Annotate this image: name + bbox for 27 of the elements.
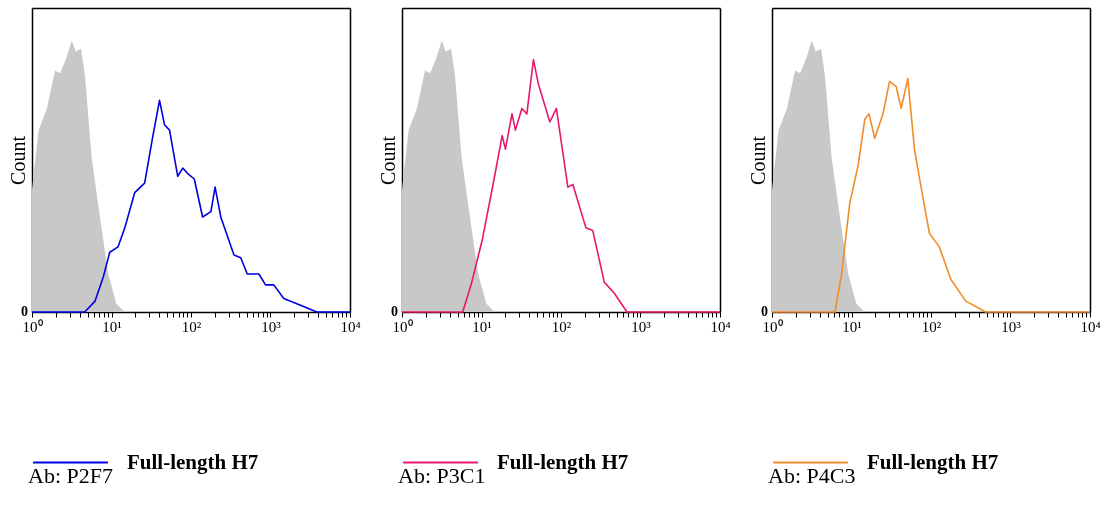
x-tick-label: 10²: [921, 318, 942, 335]
y-axis-title: Count: [6, 135, 29, 185]
x-tick-label: 10²: [551, 318, 572, 335]
x-tick-label: 10¹: [102, 318, 122, 335]
legend-label: Full-length H7: [867, 449, 999, 474]
x-tick-label: 10⁴: [710, 318, 731, 335]
text: Ab: P2F7: [28, 463, 113, 488]
x-tick-label: 10⁰: [762, 318, 783, 335]
x-tick-label: 10⁰: [392, 318, 413, 335]
text: 0: [761, 304, 768, 319]
x-tick-label: 10³: [1001, 318, 1022, 335]
x-tick-label: 10²: [181, 318, 202, 335]
x-tick-label: 10¹: [842, 318, 862, 335]
text: 0: [391, 304, 398, 319]
x-tick-label: 10⁴: [1080, 318, 1101, 335]
text: 0: [21, 304, 28, 319]
x-tick-label: 10⁴: [340, 318, 361, 335]
x-tick-label: 10¹: [472, 318, 492, 335]
x-tick-label: 10³: [631, 318, 652, 335]
legend-label: Full-length H7: [127, 449, 259, 474]
legend-label: Full-length H7: [497, 449, 629, 474]
y-axis-title: Count: [376, 135, 399, 185]
text: Ab: P3C1: [398, 463, 486, 488]
x-tick-label: 10⁰: [22, 318, 43, 335]
text: Ab: P4C3: [768, 463, 856, 488]
y-axis-title: Count: [746, 135, 769, 185]
x-tick-label: 10³: [261, 318, 282, 335]
